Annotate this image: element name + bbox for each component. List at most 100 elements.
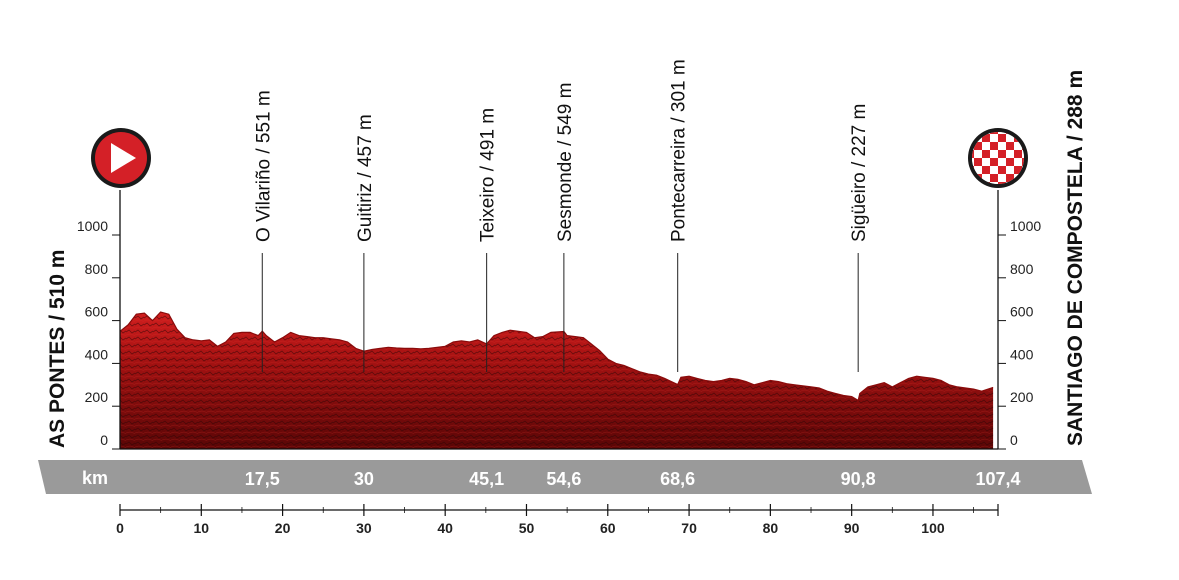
waypoint-label: O Vilariño / 551 m [253,90,274,242]
y-tick-label-left: 1000 [77,218,108,234]
checker-square [1014,150,1022,158]
checker-square [998,134,1006,142]
y-tick-label-right: 200 [1010,389,1034,405]
checker-square [990,166,998,174]
checker-square [1022,134,1024,142]
waypoint-label: Teixeiro / 491 m [478,108,499,242]
checker-square [982,158,990,166]
y-tick-label-left: 0 [100,432,108,448]
checker-square [974,132,982,134]
checker-square [1014,132,1022,134]
checker-square [972,182,974,184]
y-tick-label-right: 1000 [1010,218,1041,234]
y-tick-label-right: 0 [1010,432,1018,448]
km-band-label: km [82,468,108,488]
checker-square [972,134,974,142]
x-tick-label: 40 [437,520,453,536]
x-tick-label: 60 [600,520,616,536]
checker-square [990,142,998,150]
finish-km-label: 107,4 [975,469,1020,489]
x-tick-label: 50 [519,520,535,536]
y-axis-left: 0 200 400 600 800 1000 [77,218,120,450]
checker-square [1006,166,1014,174]
checker-square [990,132,998,134]
waypoint-label: Sigüeiro / 227 m [849,104,870,242]
y-tick-label-left: 800 [85,261,109,277]
x-tick-label: 30 [356,520,372,536]
y-tick-label-left: 400 [85,346,109,362]
x-tick-label: 100 [921,520,945,536]
checker-square [982,150,990,158]
checker-square [990,182,998,184]
checker-square [1014,142,1022,150]
checker-square [972,174,974,182]
waypoint-km-label: 54,6 [546,469,581,489]
checker-square [972,158,974,166]
checker-square [990,158,998,166]
checker-square [982,142,990,150]
checker-square [990,134,998,142]
checker-square [998,174,1006,182]
x-tick-label: 0 [116,520,124,536]
checker-square [974,166,982,174]
checker-square [972,132,974,134]
start-play-icon [91,128,151,188]
waypoint-label: Sesmonde / 549 m [555,83,576,242]
checker-square [1006,150,1014,158]
waypoint-km-label: 90,8 [841,469,876,489]
checker-square [1006,174,1014,182]
checker-square [998,166,1006,174]
checker-square [1014,158,1022,166]
km-band [38,460,1092,494]
checker-square [998,132,1006,134]
elevation-profile [119,311,994,449]
profile-texture [120,312,994,449]
km-band-labels: 17,5 30 45,1 54,6 68,6 90,8 107,4 [245,469,1021,489]
profile-ridge-line [119,311,994,402]
checker-square [982,134,990,142]
waypoint-km-label: 17,5 [245,469,280,489]
checker-square [972,150,974,158]
y-tick-label-right: 800 [1010,261,1034,277]
checker-square [1014,166,1022,174]
checker-square [1006,142,1014,150]
start-label: AS PONTES / 510 m [46,250,69,448]
waypoint-km-label: 45,1 [469,469,504,489]
checker-square [1006,158,1014,166]
x-axis: 0 10 20 30 40 50 60 70 80 90 100 [116,504,999,536]
y-tick-label-right: 600 [1010,304,1034,320]
x-tick-label: 80 [763,520,779,536]
checker-square [982,174,990,182]
checker-square [998,158,1006,166]
checker-square [1022,132,1024,134]
y-tick-label-right: 400 [1010,346,1034,362]
checker-square [1022,174,1024,182]
waypoint-km-label: 30 [354,469,374,489]
checker-square [982,166,990,174]
y-axis-right: 0 200 400 600 800 1000 [998,218,1041,450]
checker-square [990,150,998,158]
checker-square [990,174,998,182]
x-tick-label: 10 [194,520,210,536]
checker-square [1022,182,1024,184]
finish-flag-icon [968,128,1028,188]
checker-square [1006,134,1014,142]
x-tick-label: 20 [275,520,291,536]
waypoint-label: Guitiriz / 457 m [355,114,376,242]
checker-square [998,182,1006,184]
checker-square [974,182,982,184]
checker-square [974,158,982,166]
x-tick-label: 90 [844,520,860,536]
checker-square [1022,150,1024,158]
x-tick-label: 70 [681,520,697,536]
checker-square [1022,158,1024,166]
y-tick-label-left: 600 [85,304,109,320]
checker-square [998,150,1006,158]
checker-square [1014,182,1022,184]
waypoint-km-label: 68,6 [660,469,695,489]
waypoint-label: Pontecarreira / 301 m [669,59,690,242]
checker-square [998,142,1006,150]
waypoint-markers: O Vilariño / 551 m Guitiriz / 457 m Teixei… [253,59,870,372]
finish-label: SANTIAGO DE COMPOSTELA / 288 m [1064,70,1087,446]
